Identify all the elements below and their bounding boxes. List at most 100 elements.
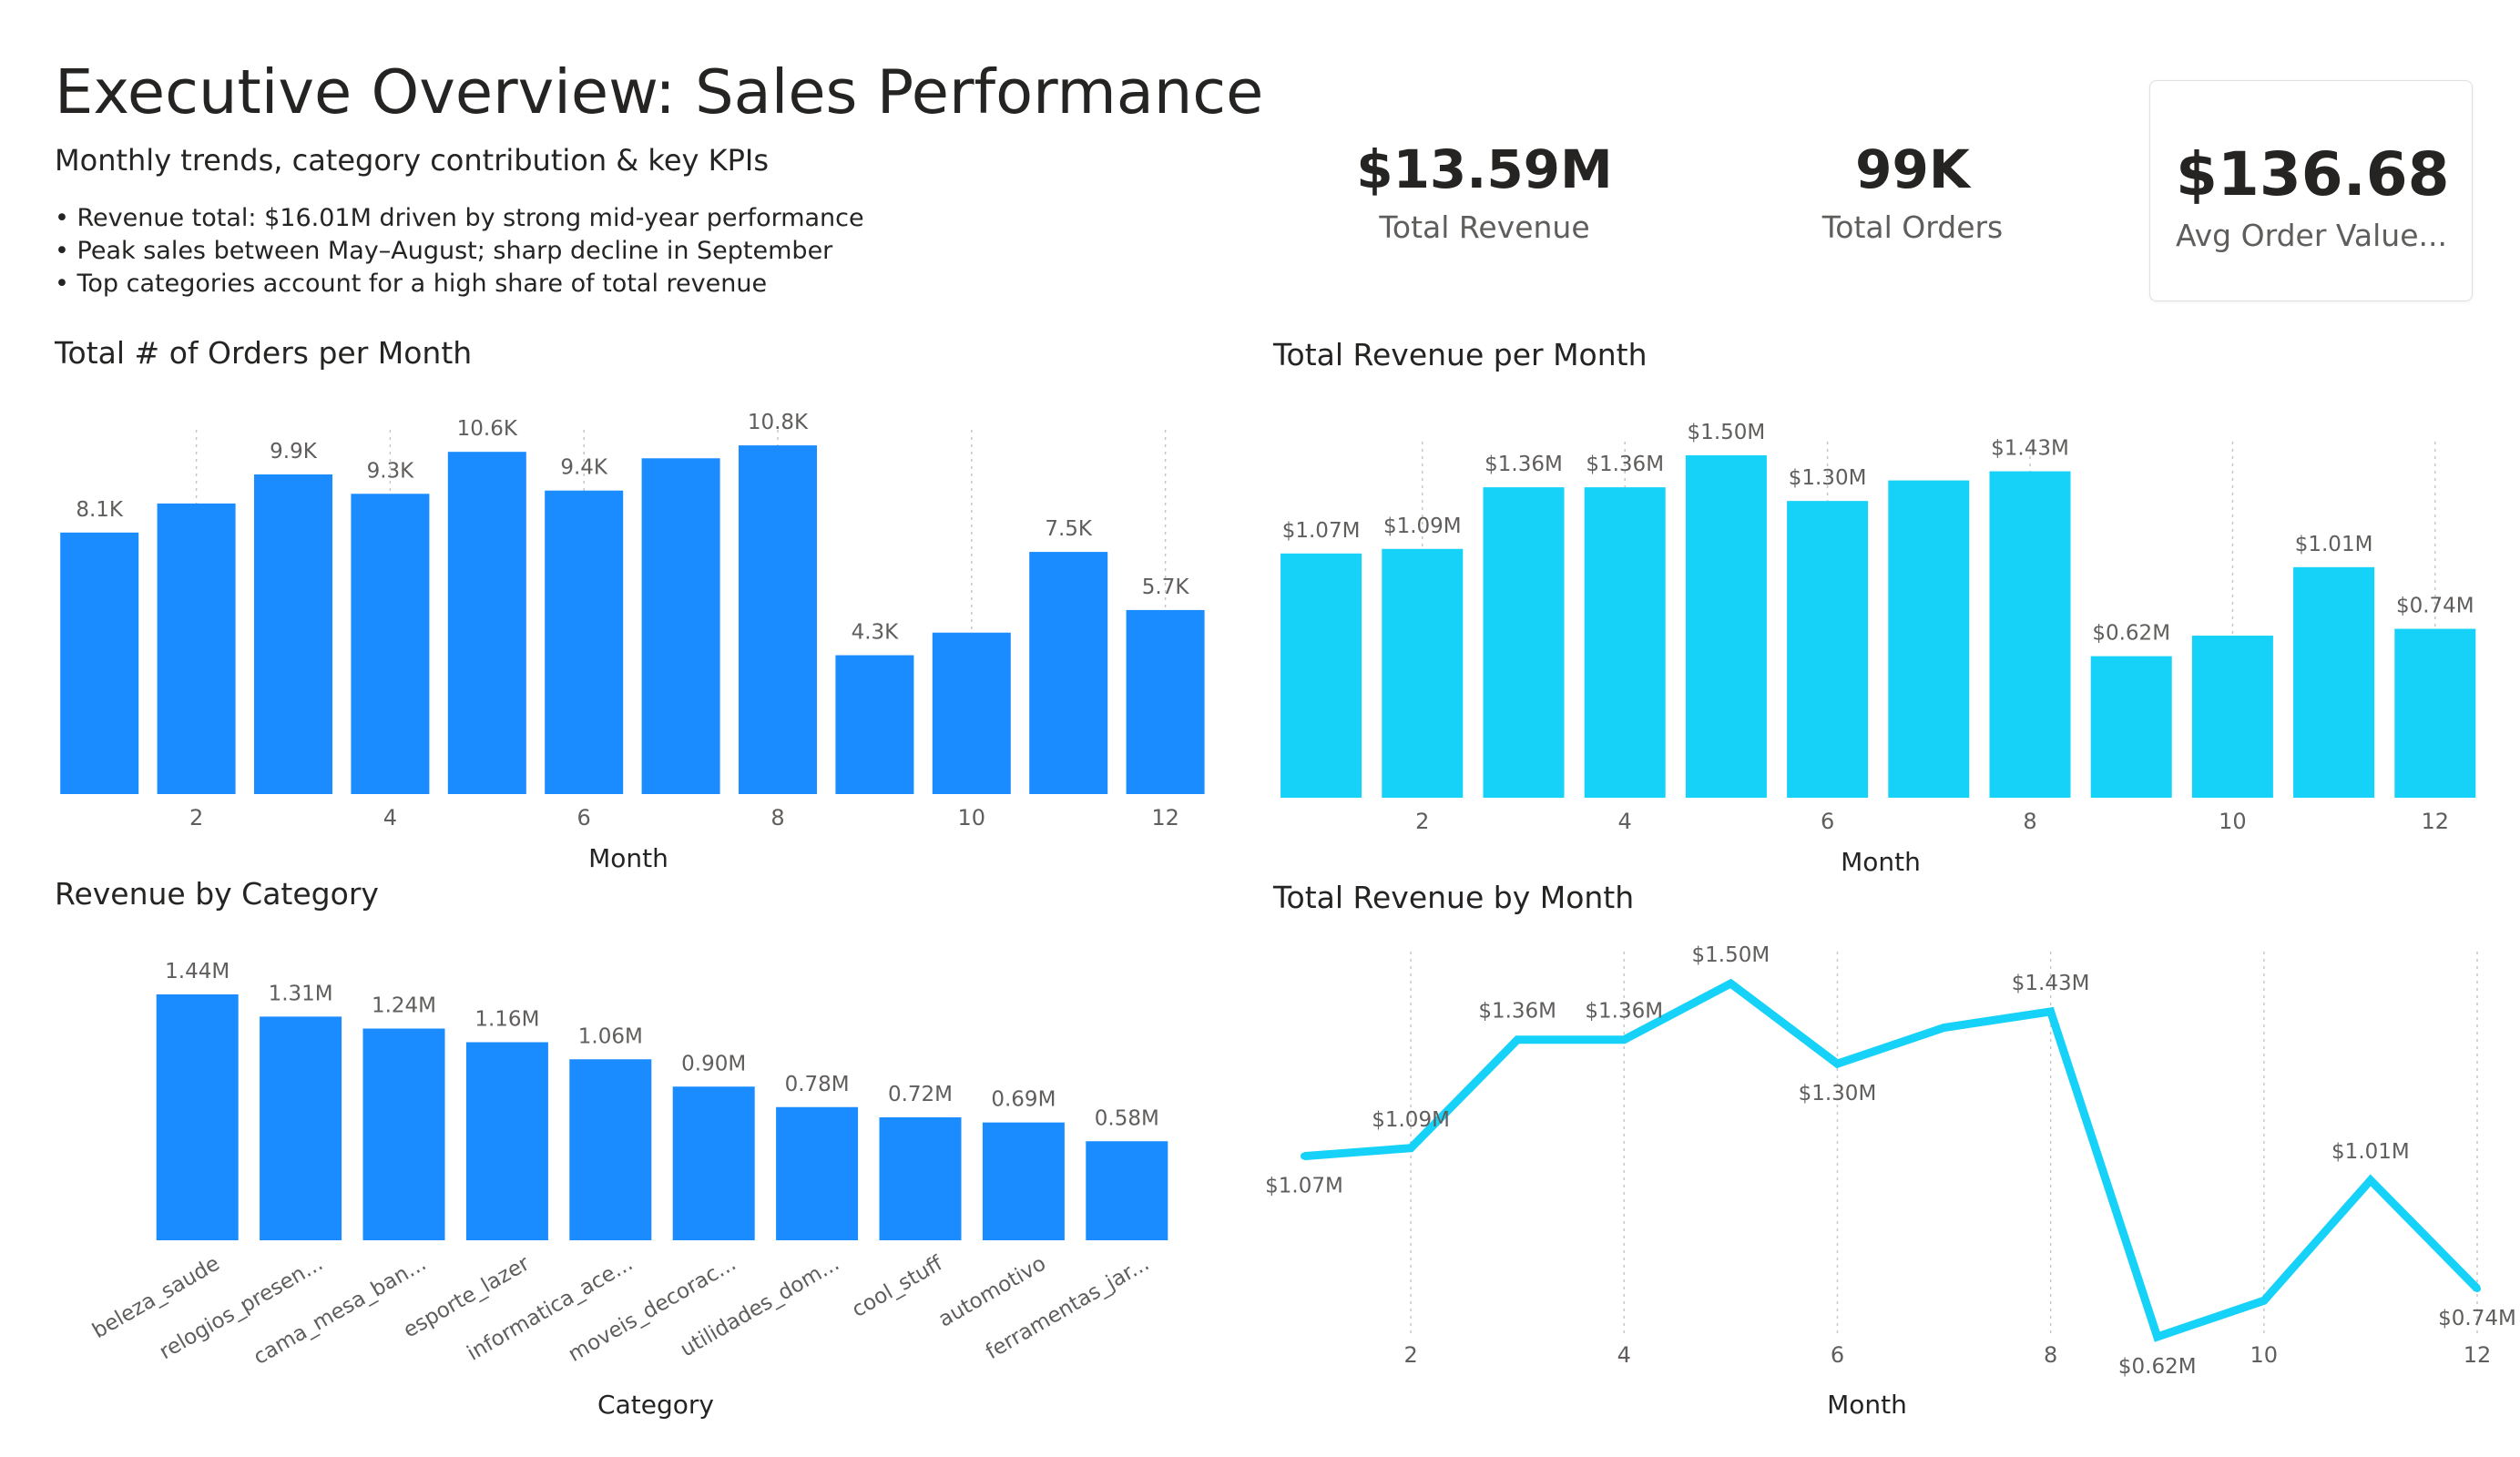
orders-data-label: 4.3K: [852, 621, 900, 645]
category-bar[interactable]: [156, 994, 239, 1240]
category-bar[interactable]: [569, 1059, 652, 1240]
orders-x-tick: 8: [770, 805, 784, 830]
orders-bar[interactable]: [157, 503, 236, 794]
revline-data-label: $1.01M: [2331, 1140, 2410, 1164]
kpi-total-revenue[interactable]: $13.59M Total Revenue: [1348, 138, 1621, 245]
category-data-label: 1.31M: [269, 982, 333, 1005]
revenue-bar[interactable]: [2191, 636, 2273, 798]
revline-point[interactable]: [1620, 1035, 1628, 1044]
revline-x-tick: 6: [1831, 1342, 1844, 1368]
revenue-data-label: $0.62M: [2092, 622, 2170, 646]
category-bar[interactable]: [672, 1086, 755, 1240]
revline-point[interactable]: [2046, 1007, 2055, 1015]
revenue-x-tick: 6: [1821, 809, 1834, 834]
revenue-bar[interactable]: [1483, 487, 1565, 798]
insight-item: • Top categories account for a high shar…: [55, 270, 768, 298]
orders-data-label: 8.1K: [76, 498, 124, 522]
category-tick-label: informatica_ace...: [464, 1252, 638, 1366]
category-bar[interactable]: [260, 1016, 342, 1240]
revenue-bar[interactable]: [1382, 548, 1464, 798]
page-title: Executive Overview: Sales Performance: [55, 56, 1264, 127]
category-data-label: 0.78M: [785, 1073, 850, 1096]
revline-point[interactable]: [1301, 1152, 1308, 1160]
revenue-bar[interactable]: [2293, 566, 2375, 798]
orders-data-label: 9.9K: [270, 440, 318, 464]
revline-data-label: $1.36M: [1585, 1000, 1663, 1024]
revline-x-tick: 4: [1617, 1342, 1631, 1368]
revline-data-label: $1.30M: [1799, 1082, 1877, 1105]
revline-point[interactable]: [1727, 980, 1735, 987]
revline-point[interactable]: [1940, 1024, 1948, 1032]
revline-chart-title: Total Revenue by Month: [1273, 880, 1635, 915]
page-subtitle: Monthly trends, category contribution & …: [55, 143, 769, 178]
revline-data-label: $1.36M: [1478, 1000, 1556, 1024]
revenue-bar[interactable]: [1685, 455, 1767, 798]
revline-point[interactable]: [1833, 1060, 1842, 1068]
revline-data-label: $0.62M: [2118, 1355, 2197, 1379]
orders-bar[interactable]: [545, 490, 624, 794]
revenue-bar[interactable]: [1787, 501, 1869, 798]
orders-data-label: 9.3K: [367, 459, 415, 483]
category-data-label: 0.69M: [991, 1088, 1056, 1112]
revline-point[interactable]: [1514, 1035, 1522, 1044]
orders-data-label: 10.6K: [457, 417, 518, 441]
kpi-value: $13.59M: [1356, 138, 1613, 200]
revline-point[interactable]: [1407, 1144, 1415, 1152]
orders-bar[interactable]: [739, 445, 817, 794]
revline-point[interactable]: [2260, 1297, 2268, 1305]
revenue-data-label: $1.01M: [2295, 533, 2373, 556]
revenue-bar[interactable]: [1280, 553, 1362, 798]
category-bar[interactable]: [776, 1106, 859, 1240]
revenue-bar[interactable]: [2090, 656, 2172, 798]
orders-bar[interactable]: [1029, 552, 1108, 794]
revenue-bar[interactable]: [1584, 487, 1666, 798]
revline-point[interactable]: [2366, 1177, 2374, 1185]
revline-series-line[interactable]: [1303, 978, 2481, 1342]
orders-data-label: 7.5K: [1045, 517, 1093, 541]
revenue-bar[interactable]: [2394, 628, 2476, 798]
orders-bar[interactable]: [835, 655, 914, 794]
orders-bar[interactable]: [254, 474, 332, 794]
insight-item: • Revenue total: $16.01M driven by stron…: [55, 204, 864, 232]
category-bar[interactable]: [879, 1117, 962, 1240]
kpi-label: Total Orders: [1821, 209, 2004, 245]
kpi-avg-order-value[interactable]: $136.68 Avg Order Value...: [2149, 80, 2473, 301]
category-bar[interactable]: [362, 1028, 445, 1241]
orders-x-tick: 12: [1151, 805, 1179, 830]
revenue-data-label: $0.74M: [2396, 595, 2474, 618]
orders-bar[interactable]: [60, 532, 139, 794]
category-tick-label: cool_stuff: [848, 1251, 947, 1322]
category-data-label: 0.90M: [681, 1052, 746, 1075]
category-bar[interactable]: [465, 1042, 548, 1241]
orders-bar[interactable]: [1126, 609, 1205, 794]
orders-bar[interactable]: [932, 632, 1011, 794]
orders-bar[interactable]: [351, 494, 430, 794]
category-tick-label: moveis_decorac...: [565, 1252, 740, 1367]
kpi-value: 99K: [1855, 138, 1970, 200]
revenue-x-tick: 12: [2422, 809, 2450, 834]
orders-x-tick: 4: [383, 805, 397, 830]
revline-data-label: $0.74M: [2438, 1307, 2516, 1330]
revline-data-label: $1.07M: [1265, 1175, 1343, 1198]
orders-x-tick: 10: [958, 805, 986, 830]
category-chart-title: Revenue by Category: [55, 876, 379, 912]
orders-data-label: 10.8K: [748, 411, 809, 434]
category-bar[interactable]: [1086, 1141, 1168, 1240]
revenue-data-label: $1.09M: [1383, 515, 1462, 538]
revline-point[interactable]: [2474, 1285, 2481, 1293]
orders-bar[interactable]: [641, 458, 720, 794]
category-data-label: 1.06M: [578, 1024, 643, 1048]
revline-x-axis-label: Month: [1827, 1390, 1907, 1420]
category-data-label: 1.44M: [165, 960, 230, 983]
revenue-bar[interactable]: [1989, 471, 2071, 798]
revline-point[interactable]: [2153, 1333, 2161, 1340]
category-data-label: 1.16M: [474, 1008, 539, 1032]
revenue-x-tick: 4: [1618, 809, 1632, 834]
kpi-label: Total Revenue: [1379, 209, 1590, 245]
orders-bar[interactable]: [447, 452, 526, 794]
category-bar[interactable]: [982, 1122, 1065, 1240]
revenue-bar[interactable]: [1888, 480, 1970, 798]
kpi-total-orders[interactable]: 99K Total Orders: [1776, 138, 2049, 245]
category-tick-label: cama_mesa_ban...: [250, 1252, 430, 1370]
